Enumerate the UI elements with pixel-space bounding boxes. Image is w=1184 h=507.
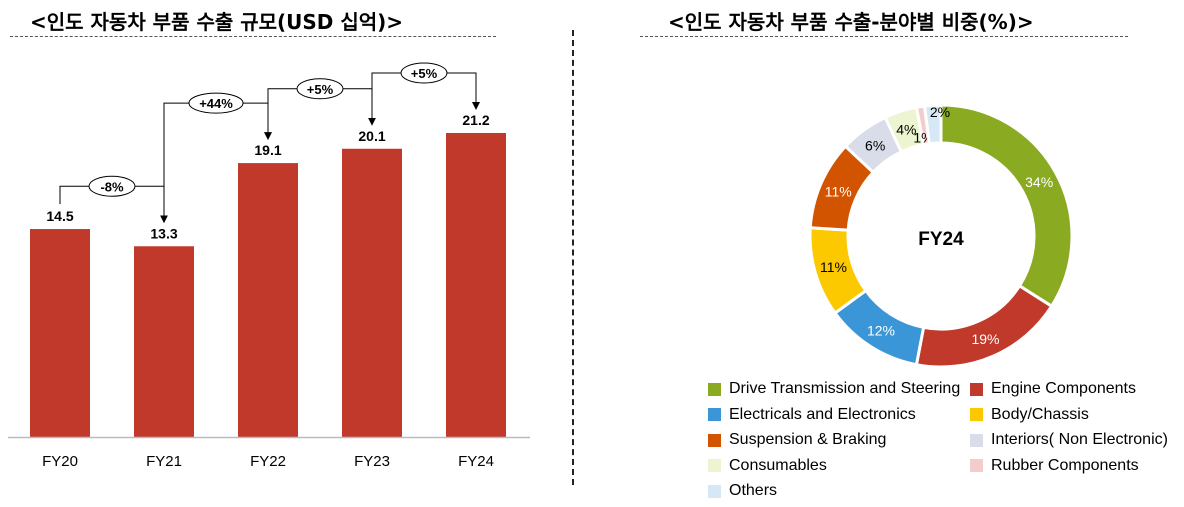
bar-value-label: 20.1 (358, 128, 385, 144)
legend-swatch (970, 459, 983, 472)
legend-swatch (970, 408, 983, 421)
x-tick-label: FY23 (354, 453, 390, 470)
legend-swatch (970, 433, 983, 447)
legend-swatch (708, 459, 721, 472)
donut-center-label: FY24 (918, 229, 964, 250)
x-tick-label: FY21 (146, 453, 182, 470)
slice-label: 34% (1025, 174, 1053, 190)
legend-item: Rubber Components (970, 457, 1139, 475)
bar-value-label: 21.2 (462, 112, 489, 128)
growth-bubble (296, 78, 344, 100)
legend-swatch (708, 408, 721, 421)
legend-label: Interiors( Non Electronic) (991, 431, 1168, 448)
legend-swatch (708, 484, 721, 498)
donut-slice (939, 103, 1074, 309)
legend-item: Engine Components (970, 380, 1136, 398)
growth-bubble (400, 62, 448, 84)
legend-swatch (970, 382, 983, 396)
growth-bubble (188, 92, 244, 114)
bar-value-label: 13.3 (150, 225, 177, 241)
bar-FY22 (238, 163, 298, 437)
donut-chart: 34%19%12%11%11%6%4%1%2%FY24 (808, 103, 1074, 369)
x-tick-label: FY24 (458, 453, 494, 470)
slice-label: 11% (825, 184, 852, 200)
legend-label: Consumables (729, 456, 827, 474)
right-title-underline (640, 36, 1128, 37)
legend-item: Body/Chassis (970, 406, 1089, 424)
legend-label: Others (729, 482, 778, 499)
bar-FY21 (134, 246, 194, 437)
growth-label: +5% (307, 82, 334, 97)
bar-chart: 14.5 FY20 13.3 FY21 19.1 FY22 20.1 FY23 21.2 FY24… (8, 62, 530, 470)
legend-label: Rubber Components (991, 456, 1139, 474)
legend-item: Others (708, 482, 777, 500)
legend-item: Interiors( Non Electronic) (970, 431, 1168, 449)
donut-chart-title: <인도 자동차 부품 수출-분야별 비중(%)> (668, 10, 1034, 34)
legend-label: Body/Chassis (991, 405, 1089, 423)
legend-swatch (708, 433, 721, 447)
growth-bubble (88, 175, 136, 197)
bar-value-label: 19.1 (254, 142, 281, 158)
donut-slice (914, 283, 1054, 369)
bar-FY24 (446, 132, 506, 437)
growth-label: +44% (199, 96, 233, 111)
growth-label: -8% (100, 179, 124, 194)
slice-label: 19% (971, 331, 999, 347)
x-tick-label: FY22 (250, 453, 286, 470)
legend-swatch (708, 382, 721, 396)
legend-item: Suspension & Braking (708, 431, 886, 449)
growth-label: +5% (411, 66, 438, 81)
legend-label: Suspension & Braking (729, 431, 887, 448)
donut-slice (922, 103, 943, 146)
bar-FY23 (342, 148, 402, 437)
legend-label: Engine Components (991, 380, 1136, 397)
left-title-underline (10, 36, 496, 37)
slice-label: 4% (896, 121, 916, 137)
slice-label: 6% (865, 137, 885, 153)
bar-FY20 (30, 229, 90, 437)
legend-label: Drive Transmission and Steering (729, 380, 961, 397)
slice-label: 11% (820, 259, 847, 275)
legend-item: Electricals and Electronics (708, 406, 916, 424)
legend-item: Drive Transmission and Steering (708, 380, 960, 398)
legend-label: Electricals and Electronics (729, 405, 916, 423)
bar-value-label: 14.5 (46, 208, 73, 224)
x-tick-label: FY20 (42, 453, 78, 470)
bar-chart-title: <인도 자동차 부품 수출 규모(USD 십억)> (30, 10, 404, 34)
slice-label: 2% (930, 104, 950, 120)
slice-label: 12% (867, 323, 895, 339)
section-divider (572, 30, 574, 485)
legend-item: Consumables (708, 457, 827, 475)
